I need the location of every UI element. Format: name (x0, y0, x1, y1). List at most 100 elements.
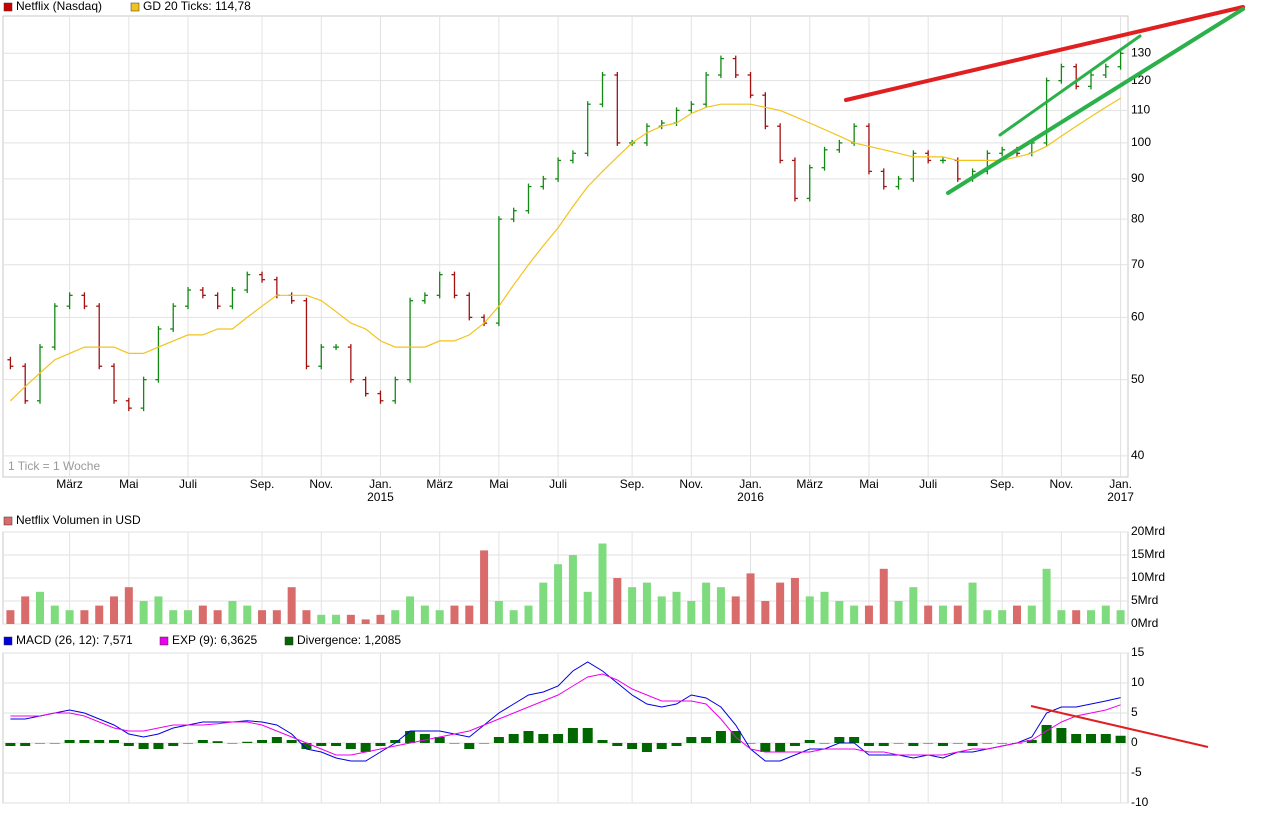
ohlc-bar (703, 71, 710, 108)
x-tick-label: Jan. (369, 477, 392, 491)
divergence-bar (242, 741, 253, 743)
divergence-bar (286, 740, 297, 743)
volume-bar (480, 550, 489, 624)
volume-bar (65, 610, 74, 624)
volume-bar (850, 605, 859, 624)
divergence-bar (109, 740, 120, 743)
volume-bar (1042, 568, 1051, 624)
volume-bar (924, 605, 933, 624)
volume-bar (983, 610, 992, 624)
divergence-bar (345, 743, 356, 749)
legend-label: Netflix Volumen in USD (16, 513, 141, 527)
panel-frame (2, 652, 1129, 804)
volume-bar (376, 614, 385, 624)
volume-bar (702, 582, 711, 624)
x-tick-label: März (56, 477, 83, 491)
ohlc-bar (318, 344, 325, 370)
ohlc-bar (1058, 63, 1065, 84)
volume-bar (657, 596, 666, 624)
divergence-bar (64, 740, 75, 743)
ohlc-bar (688, 101, 695, 114)
divergence-bar (760, 743, 771, 752)
volume-bar (110, 596, 119, 624)
divergence-bar (789, 743, 800, 746)
divergence-bar (523, 731, 534, 743)
trend-lines (844, 5, 1245, 748)
volume-bar (317, 614, 326, 624)
ohlc-bar (66, 292, 73, 310)
volume-bar (258, 610, 267, 624)
y-tick-label: 50 (1131, 372, 1145, 386)
ohlc-bar (910, 150, 917, 182)
divergence-bar (257, 740, 268, 743)
volume-bar (228, 601, 237, 624)
volume-bar (761, 601, 770, 624)
volume-bar (1086, 610, 1095, 624)
volume-bar (302, 610, 311, 624)
x-tick-label: Jan. (739, 477, 762, 491)
x-tick-label: Sep. (250, 477, 275, 491)
divergence-bar (212, 741, 223, 743)
volume-bar (450, 605, 459, 624)
volume-bar (746, 573, 755, 624)
y-tick-label: 5Mrd (1131, 593, 1158, 607)
volume-bar (154, 596, 163, 624)
series-line (10, 673, 1121, 756)
y-tick-label: 10Mrd (1131, 570, 1165, 584)
volume-bar (687, 601, 696, 624)
volume-bar (1116, 610, 1125, 624)
divergence-bar (804, 740, 815, 743)
volume-bar (50, 605, 59, 624)
ohlc-bar (51, 303, 58, 351)
divergence-bar (1115, 735, 1126, 743)
x-tick-label: Nov. (1049, 477, 1073, 491)
ohlc-bar (185, 287, 192, 310)
volume-bar (583, 591, 592, 624)
divergence-bar (567, 728, 578, 743)
divergence-bar (967, 743, 978, 746)
volume-bar (909, 587, 918, 624)
trend-line (998, 34, 1142, 137)
ohlc-bar (333, 344, 340, 351)
divergence-bar (923, 743, 934, 744)
ohlc-bar (525, 183, 532, 214)
ohlc-bar (111, 363, 118, 404)
x-tick-label: März (426, 477, 453, 491)
volume-bar (243, 605, 252, 624)
series-line (9, 97, 1121, 402)
volume-bar (509, 610, 518, 624)
ohlc-bar (451, 271, 458, 299)
x-tick-label: Nov. (309, 477, 333, 491)
y-tick-label: 90 (1131, 171, 1145, 185)
x-tick-label: März (796, 477, 823, 491)
volume-bar (790, 578, 799, 624)
ohlc-bar (140, 376, 147, 412)
ohlc-bar (1087, 71, 1094, 90)
volume-bar (879, 568, 888, 624)
ohlc-bar (303, 297, 310, 370)
y-tick-label: 0Mrd (1131, 616, 1158, 630)
divergence-bar (982, 743, 993, 744)
legend-swatch (130, 2, 140, 12)
y-tick-label: 110 (1131, 103, 1150, 117)
divergence-bar (79, 740, 90, 743)
trend-line (844, 5, 1245, 102)
x-tick-label: Sep. (990, 477, 1015, 491)
ohlc-bar (614, 71, 621, 146)
ohlc-bar (791, 157, 798, 202)
volume-bar (776, 582, 785, 624)
y-tick-label: 60 (1131, 310, 1145, 324)
divergence-bar (5, 743, 16, 746)
volume-bar (95, 605, 104, 624)
ohlc-bar (214, 292, 221, 310)
ohlc-bar (599, 71, 606, 108)
divergence-bar (49, 743, 60, 744)
divergence-bar (952, 743, 963, 744)
x-year-label: 2016 (737, 490, 764, 504)
volume-bar (435, 610, 444, 624)
ohlc-bar (244, 271, 251, 294)
divergence-bar (908, 743, 919, 746)
volume-bar (805, 596, 814, 624)
x-tick-label: Sep. (620, 477, 645, 491)
